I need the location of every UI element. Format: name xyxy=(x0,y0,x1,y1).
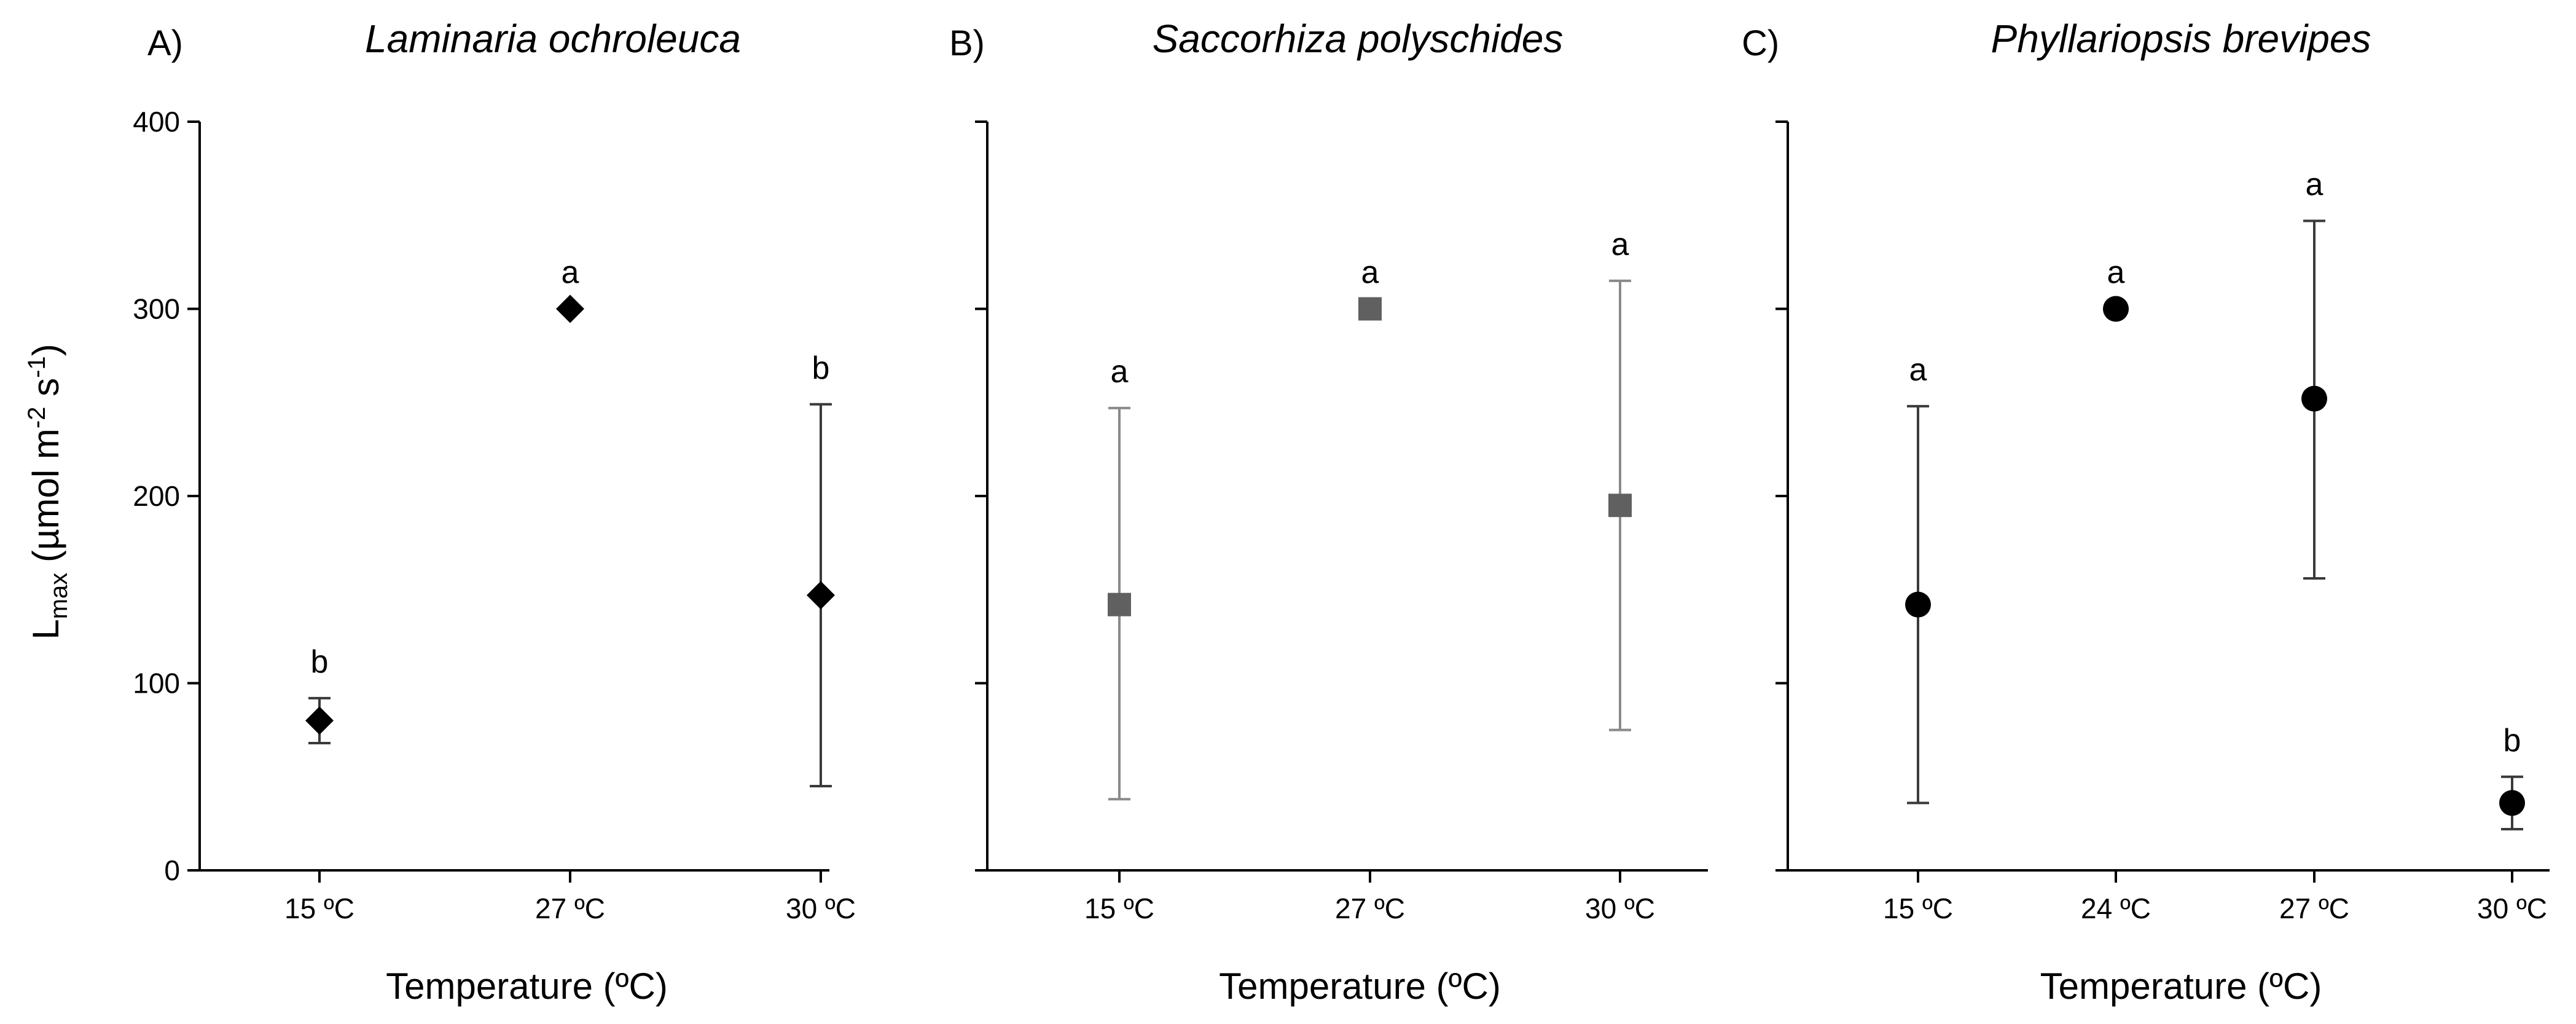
x-axis-title: Temperature (ºC) xyxy=(1219,966,1501,1007)
significance-letter: b xyxy=(812,350,830,386)
data-point xyxy=(2301,385,2327,412)
significance-letter: a xyxy=(562,255,579,291)
x-tick-label: 27 ºC xyxy=(1335,892,1405,924)
panel-2: B) Saccorhiza polyschides 15 ºC 27 ºC 30 ºC T… xyxy=(949,17,1708,1007)
y-axis-title-close: ) xyxy=(25,344,66,356)
significance-letter: a xyxy=(1111,354,1129,390)
y-tick-label: 100 xyxy=(133,668,180,699)
data-point xyxy=(1108,593,1131,616)
x-axis-title: Temperature (ºC) xyxy=(386,966,668,1007)
panel-1: A) Laminaria ochroleuca 0 100 200 300 400 15 ºC… xyxy=(133,17,856,1007)
y-axis-title-sub: max xyxy=(45,573,72,620)
significance-letter: a xyxy=(1361,255,1379,291)
panel-letter: C) xyxy=(1742,23,1779,63)
y-tick-label: 200 xyxy=(133,480,180,512)
y-tick-label: 400 xyxy=(133,106,180,138)
x-tick-label: 27 ºC xyxy=(2279,892,2349,924)
x-tick-label: 30 ºC xyxy=(786,892,856,924)
panel-letter: B) xyxy=(949,23,985,63)
panels: A) Laminaria ochroleuca 0 100 200 300 400 15 ºC… xyxy=(133,17,2550,1007)
x-tick-label: 15 ºC xyxy=(1883,892,1953,924)
significance-letter: b xyxy=(311,644,329,680)
panel-letter: A) xyxy=(147,23,183,63)
x-tick-label: 15 ºC xyxy=(1084,892,1154,924)
data-point xyxy=(2103,296,2129,322)
panel-title: Laminaria ochroleuca xyxy=(365,17,741,61)
significance-letter: a xyxy=(2107,255,2125,291)
y-axis-title-rest2: s xyxy=(25,378,66,407)
y-axis-title-sup2: -1 xyxy=(23,356,50,378)
data-point xyxy=(2499,790,2525,816)
x-tick-label: 27 ºC xyxy=(535,892,605,924)
x-tick-label: 30 ºC xyxy=(1585,892,1655,924)
data-point xyxy=(556,294,584,323)
data-point xyxy=(1608,494,1632,518)
data-point xyxy=(305,706,334,735)
significance-letter: a xyxy=(1909,352,1927,388)
panel-title: Phyllariopsis brevipes xyxy=(1991,17,2371,61)
y-axis-title-rest1: (µmol m xyxy=(25,428,66,573)
significance-letter: a xyxy=(1611,227,1629,262)
significance-letter: a xyxy=(2306,167,2323,202)
data-point xyxy=(807,581,835,610)
panel-title: Saccorhiza polyschides xyxy=(1153,17,1564,61)
data-point xyxy=(1358,297,1382,321)
y-axis-title-main: L xyxy=(25,619,66,639)
panel-3: C) Phyllariopsis brevipes 15 ºC 24 ºC 27 ºC 3… xyxy=(1742,17,2550,1007)
x-tick-label: 15 ºC xyxy=(284,892,354,924)
data-point xyxy=(1905,591,1931,618)
y-axis-title-sup1: -2 xyxy=(23,407,50,429)
significance-letter: b xyxy=(2504,723,2521,758)
y-tick-label: 0 xyxy=(164,854,180,886)
x-axis-title: Temperature (ºC) xyxy=(2040,966,2322,1007)
x-tick-label: 24 ºC xyxy=(2081,892,2151,924)
y-tick-label: 300 xyxy=(133,293,180,325)
x-tick-label: 30 ºC xyxy=(2477,892,2547,924)
y-axis-title: Lmax (µmol m-2 s-1) xyxy=(23,344,72,639)
